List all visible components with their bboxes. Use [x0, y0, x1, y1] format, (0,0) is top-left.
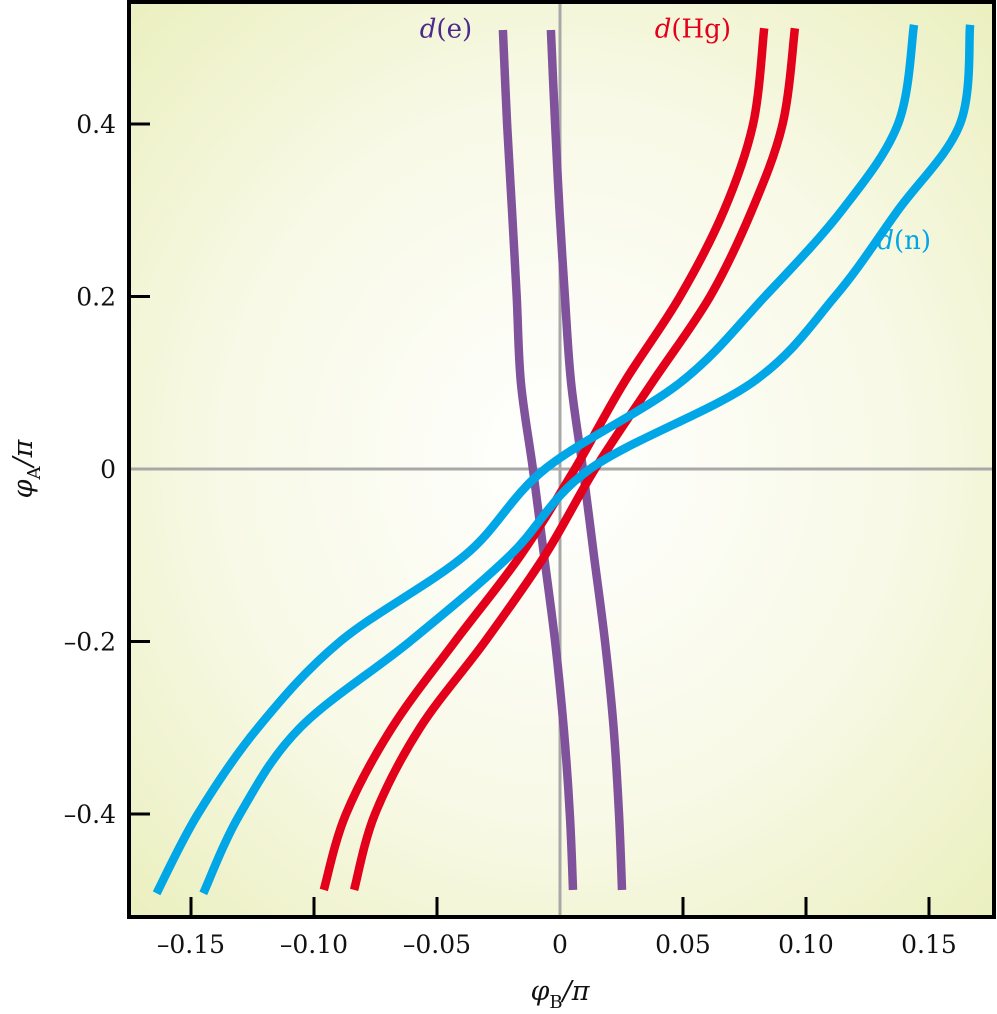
y-tick-label: 0 — [100, 455, 116, 484]
y-tick-label: 0.4 — [76, 110, 116, 139]
y-axis-ticks: –0.4 –0.2 0 0.2 0.4 — [64, 110, 150, 829]
curve-hg-left — [319, 27, 769, 892]
x-tick-label: 0 — [552, 930, 568, 959]
plot-frame — [127, 0, 996, 919]
y-axis-label: φA/π — [8, 438, 45, 498]
y-tick-label: –0.4 — [64, 800, 116, 829]
series-label-e: d(e) — [420, 14, 472, 44]
curve-n-right — [199, 24, 975, 896]
y-tick-label: 0.2 — [76, 283, 116, 312]
x-tick-label: –0.15 — [157, 930, 225, 959]
curve-n-left — [152, 24, 919, 896]
x-axis-ticks: –0.15 –0.10 –0.05 0 0.05 0.10 0.15 — [157, 897, 957, 959]
series-label-n: d(n) — [877, 226, 931, 256]
series-labels: d(e) d(Hg) d(n) — [420, 14, 931, 255]
x-tick-label: 0.10 — [778, 930, 834, 959]
x-tick-label: –0.05 — [403, 930, 471, 959]
y-tick-label: –0.2 — [64, 628, 116, 657]
x-tick-label: 0.05 — [655, 930, 711, 959]
x-axis-label: φB/π — [531, 976, 591, 1013]
curve-e-left — [498, 29, 578, 891]
curve-group — [152, 24, 975, 896]
series-label-hg: d(Hg) — [655, 14, 731, 44]
x-tick-label: 0.15 — [901, 930, 957, 959]
x-tick-label: –0.10 — [280, 930, 348, 959]
